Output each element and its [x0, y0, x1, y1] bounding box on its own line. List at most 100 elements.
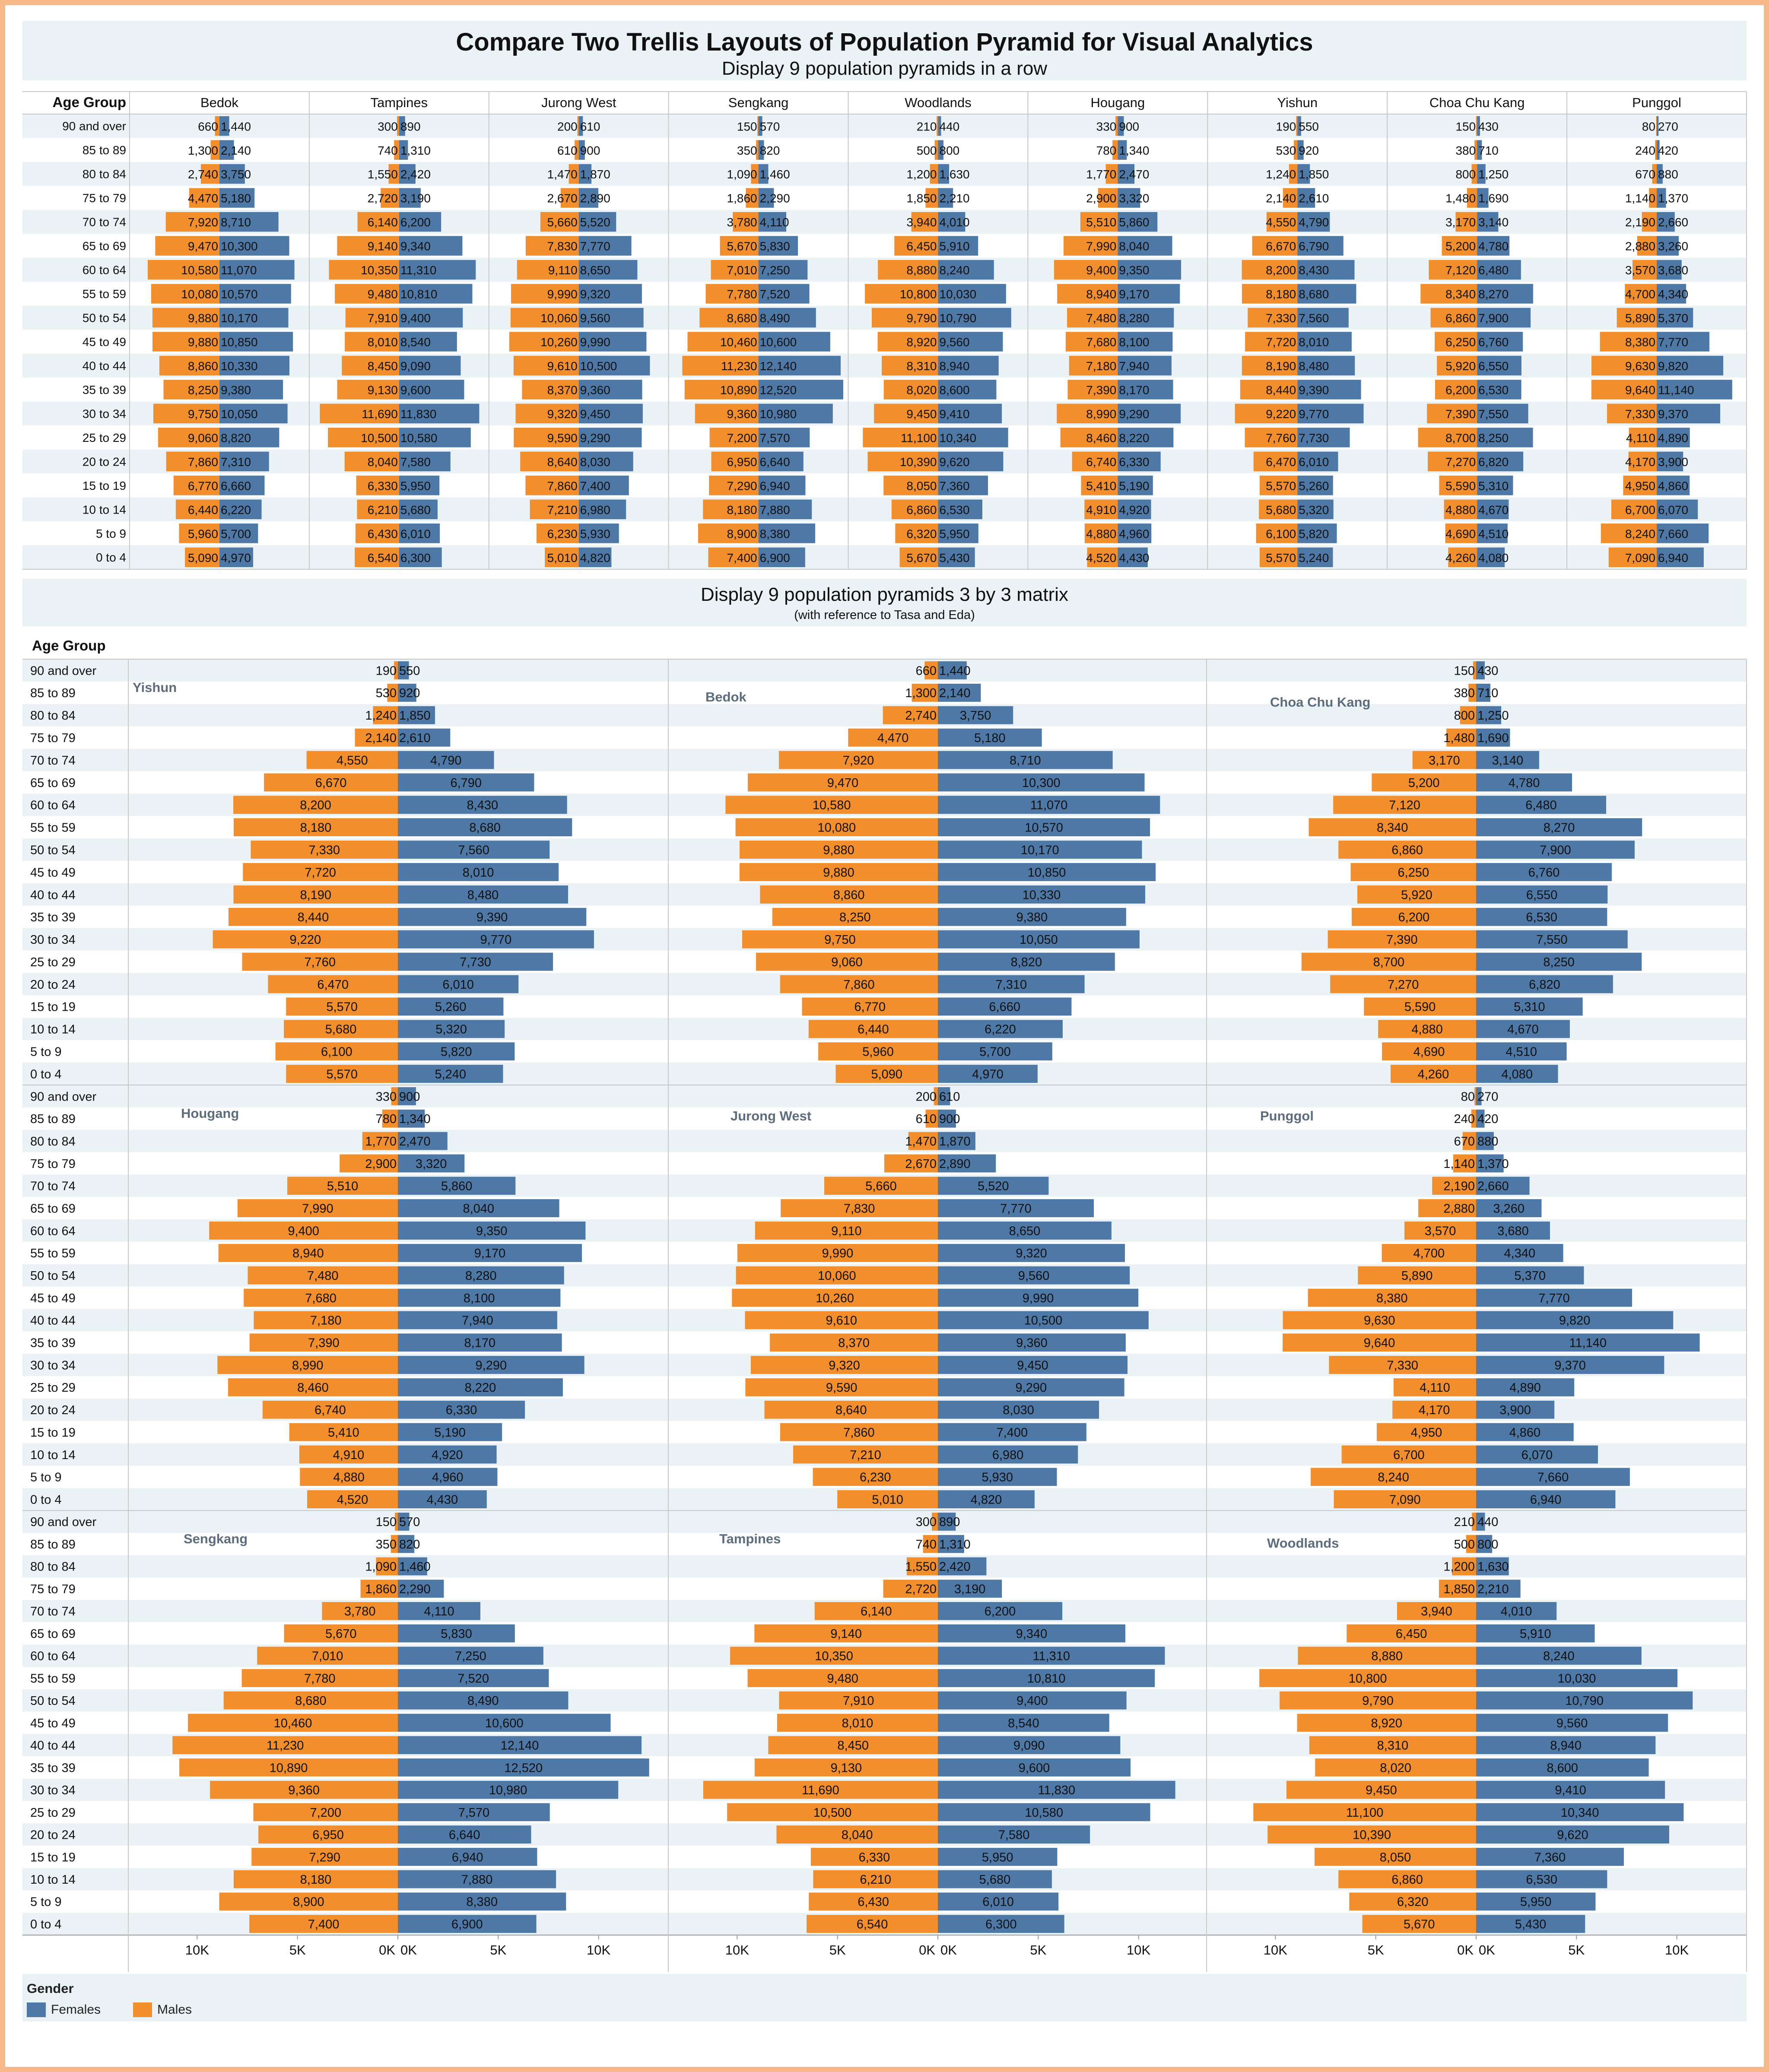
- male-value-label: 1,480: [1443, 731, 1475, 745]
- female-bar: [938, 284, 1006, 304]
- male-value-label: 8,900: [293, 1895, 324, 1909]
- male-bar: [286, 997, 398, 1016]
- male-value-label: 8,340: [1445, 288, 1476, 301]
- male-value-label: 11,100: [1346, 1806, 1384, 1820]
- male-value-label: 150: [737, 120, 757, 133]
- female-value-label: 5,180: [974, 731, 1006, 745]
- male-value-label: 8,020: [906, 383, 937, 397]
- male-value-label: 3,570: [1625, 263, 1655, 277]
- male-value-label: 5,200: [1408, 776, 1440, 790]
- male-bar: [1240, 380, 1298, 400]
- male-bar: [1057, 284, 1118, 304]
- male-value-label: 8,310: [906, 359, 937, 373]
- male-bar: [1427, 403, 1477, 424]
- female-bar: [1297, 403, 1364, 424]
- female-bar: [938, 661, 967, 679]
- male-value-label: 6,670: [315, 776, 347, 790]
- female-bar: [1118, 284, 1180, 304]
- male-value-label: 9,990: [822, 1247, 854, 1260]
- male-value-label: 8,380: [1376, 1291, 1408, 1305]
- male-value-label: 6,330: [859, 1850, 890, 1864]
- male-value-label: 9,790: [906, 311, 937, 325]
- female-value-label: 800: [1477, 1538, 1498, 1552]
- male-value-label: 6,770: [188, 479, 218, 492]
- male-value-label: 11,100: [901, 431, 937, 444]
- row-band: [22, 1130, 1747, 1152]
- female-bar: [398, 1513, 410, 1531]
- male-value-label: 3,170: [1429, 754, 1460, 768]
- female-value-label: 7,880: [760, 503, 790, 517]
- male-bar: [1468, 683, 1476, 702]
- female-bar: [578, 140, 585, 160]
- female-value-label: 6,530: [940, 503, 970, 517]
- female-value-label: 5,240: [435, 1067, 466, 1081]
- male-value-label: 610: [557, 144, 578, 157]
- female-value-label: 430: [1478, 120, 1499, 133]
- female-bar: [938, 1557, 987, 1576]
- male-value-label: 7,830: [547, 240, 578, 253]
- male-value-label: 6,740: [314, 1403, 346, 1417]
- male-value-label: 10,350: [815, 1650, 853, 1663]
- female-bar: [1476, 1222, 1550, 1240]
- legend-swatch-females: [27, 2002, 46, 2017]
- male-value-label: 4,520: [337, 1493, 368, 1507]
- age-label: 65 to 69: [83, 239, 126, 253]
- male-bar: [1245, 428, 1298, 447]
- male-bar: [934, 1087, 938, 1105]
- age-label: 45 to 49: [30, 866, 76, 879]
- male-bar: [159, 355, 219, 376]
- female-value-label: 9,620: [940, 455, 970, 469]
- female-bar: [938, 885, 1145, 904]
- female-bar: [398, 1065, 503, 1083]
- column-header-choa-chu-kang: Choa Chu Kang: [1429, 95, 1525, 110]
- female-bar: [1476, 796, 1607, 814]
- female-bar: [578, 451, 633, 472]
- female-bar: [938, 1311, 1149, 1330]
- male-value-label: 7,120: [1445, 263, 1476, 277]
- male-value-label: 780: [1096, 144, 1117, 157]
- female-value-label: 6,300: [400, 551, 431, 565]
- female-value-label: 6,220: [985, 1023, 1016, 1037]
- male-bar: [1259, 547, 1298, 567]
- male-bar: [1293, 140, 1298, 160]
- male-value-label: 1,140: [1443, 1157, 1475, 1171]
- male-bar: [705, 284, 759, 304]
- female-bar: [1476, 1445, 1598, 1464]
- female-bar: [1657, 116, 1659, 136]
- female-bar: [399, 499, 438, 520]
- male-value-label: 11,230: [721, 359, 757, 373]
- female-value-label: 4,970: [221, 551, 251, 565]
- male-value-label: 4,170: [1625, 455, 1655, 469]
- male-value-label: 4,950: [1411, 1426, 1442, 1440]
- female-bar: [1477, 355, 1521, 376]
- female-bar: [938, 428, 1008, 447]
- female-bar: [398, 1400, 525, 1419]
- female-value-label: 4,890: [1658, 431, 1688, 444]
- female-bar: [1476, 1042, 1567, 1061]
- male-bar: [1259, 476, 1298, 495]
- female-bar: [398, 1624, 515, 1643]
- female-value-label: 4,010: [940, 216, 970, 229]
- female-bar: [1476, 683, 1490, 702]
- male-value-label: 8,880: [906, 263, 937, 277]
- female-bar: [1118, 403, 1181, 424]
- male-value-label: 5,410: [328, 1426, 359, 1440]
- female-value-label: 7,660: [1537, 1471, 1569, 1485]
- female-value-label: 9,390: [476, 911, 508, 924]
- female-bar: [1297, 451, 1338, 472]
- female-value-label: 880: [1477, 1135, 1498, 1149]
- x-tick-label: 5K: [1368, 1942, 1384, 1958]
- female-value-label: 820: [760, 144, 780, 157]
- male-value-label: 660: [916, 664, 937, 678]
- male-bar: [698, 524, 759, 543]
- age-label: 5 to 9: [30, 1471, 62, 1485]
- female-bar: [1297, 116, 1301, 136]
- female-bar: [938, 1065, 1038, 1083]
- male-bar: [1476, 116, 1477, 136]
- matrix-age-group-header: Age Group: [32, 638, 106, 654]
- male-bar: [1235, 403, 1298, 424]
- age-label: 20 to 24: [83, 455, 126, 468]
- female-bar: [1476, 1825, 1669, 1844]
- female-bar: [399, 547, 442, 567]
- female-bar: [398, 1244, 582, 1262]
